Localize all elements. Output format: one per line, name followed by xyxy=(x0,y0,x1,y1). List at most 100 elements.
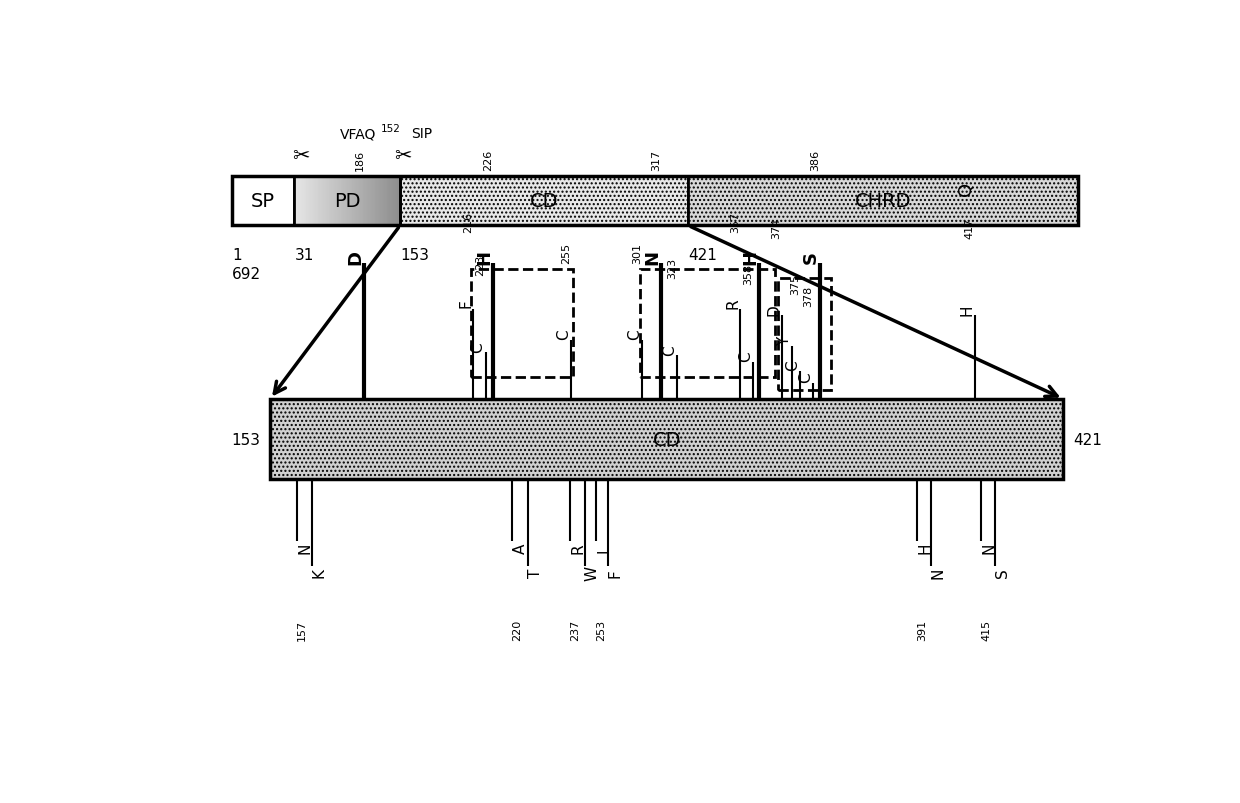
Bar xyxy=(335,177,336,226)
Bar xyxy=(379,177,381,226)
Bar xyxy=(299,177,300,226)
Text: C: C xyxy=(627,329,642,340)
Text: 186: 186 xyxy=(355,150,365,171)
Bar xyxy=(376,177,378,226)
Bar xyxy=(315,177,316,226)
Text: T: T xyxy=(528,568,543,577)
Text: N: N xyxy=(298,542,312,553)
Text: 374: 374 xyxy=(771,218,781,238)
Bar xyxy=(351,177,352,226)
Bar xyxy=(371,177,372,226)
Text: ✂: ✂ xyxy=(293,145,310,165)
Text: R: R xyxy=(570,542,585,553)
Text: H: H xyxy=(918,542,932,553)
Text: 358: 358 xyxy=(743,264,753,285)
Bar xyxy=(346,177,347,226)
Bar xyxy=(396,177,397,226)
Bar xyxy=(329,177,330,226)
Bar xyxy=(386,177,387,226)
Bar xyxy=(309,177,310,226)
Bar xyxy=(340,177,341,226)
Bar xyxy=(399,177,401,226)
Bar xyxy=(301,177,303,226)
Bar xyxy=(311,177,312,226)
Bar xyxy=(320,177,321,226)
Text: D: D xyxy=(346,250,365,265)
Text: N: N xyxy=(930,567,946,578)
Bar xyxy=(324,177,325,226)
Bar xyxy=(388,177,389,226)
Bar xyxy=(392,177,393,226)
Bar xyxy=(303,177,304,226)
Bar xyxy=(327,177,329,226)
Bar xyxy=(384,177,386,226)
Bar xyxy=(777,279,831,390)
Bar xyxy=(372,177,373,226)
Text: SP: SP xyxy=(252,192,275,211)
Bar xyxy=(348,177,350,226)
Bar xyxy=(341,177,342,226)
Bar xyxy=(394,177,396,226)
Text: 692: 692 xyxy=(232,267,260,281)
Bar xyxy=(232,177,294,226)
Text: S: S xyxy=(994,568,1009,577)
Bar xyxy=(356,177,358,226)
Text: Q: Q xyxy=(957,181,975,196)
Bar xyxy=(358,177,360,226)
Text: 253: 253 xyxy=(596,619,606,640)
Bar xyxy=(352,177,353,226)
Bar xyxy=(343,177,345,226)
Bar xyxy=(305,177,306,226)
Text: 237: 237 xyxy=(570,619,580,640)
Bar xyxy=(322,177,324,226)
Bar xyxy=(378,177,379,226)
Bar xyxy=(350,177,351,226)
Bar xyxy=(362,177,363,226)
Text: ✂: ✂ xyxy=(394,145,412,165)
Bar xyxy=(232,177,1078,226)
Bar xyxy=(366,177,367,226)
Text: R: R xyxy=(725,298,740,309)
Bar xyxy=(342,177,343,226)
Text: 323: 323 xyxy=(667,258,677,279)
Bar xyxy=(381,177,382,226)
Bar xyxy=(304,177,305,226)
Text: C: C xyxy=(662,344,677,355)
Text: CD: CD xyxy=(652,430,681,449)
Text: H: H xyxy=(475,250,494,265)
Bar xyxy=(331,177,332,226)
Text: K: K xyxy=(311,568,326,577)
Bar xyxy=(334,177,335,226)
Text: C: C xyxy=(556,329,572,340)
Bar xyxy=(294,177,295,226)
Text: 152: 152 xyxy=(381,124,401,133)
Text: 421: 421 xyxy=(688,248,717,263)
Text: C: C xyxy=(471,341,486,352)
Text: Y: Y xyxy=(777,336,792,345)
Bar xyxy=(374,177,376,226)
Text: 391: 391 xyxy=(918,619,928,640)
Text: 357: 357 xyxy=(730,211,740,232)
Bar xyxy=(363,177,365,226)
Bar xyxy=(391,177,392,226)
Bar xyxy=(312,177,314,226)
Bar xyxy=(332,177,334,226)
Bar xyxy=(640,270,775,377)
Text: C: C xyxy=(738,351,753,361)
Text: SIP: SIP xyxy=(412,127,433,141)
Text: 31: 31 xyxy=(294,248,314,263)
Bar xyxy=(300,177,301,226)
Bar xyxy=(321,177,322,226)
Bar xyxy=(339,177,340,226)
Text: 1: 1 xyxy=(232,248,242,263)
Bar xyxy=(295,177,298,226)
Bar xyxy=(373,177,374,226)
Text: H: H xyxy=(742,250,759,265)
Text: PD: PD xyxy=(334,192,361,211)
Text: 223: 223 xyxy=(476,255,486,275)
Bar xyxy=(382,177,383,226)
Bar xyxy=(330,177,331,226)
Text: A: A xyxy=(512,543,527,553)
Bar xyxy=(360,177,361,226)
Bar xyxy=(316,177,319,226)
